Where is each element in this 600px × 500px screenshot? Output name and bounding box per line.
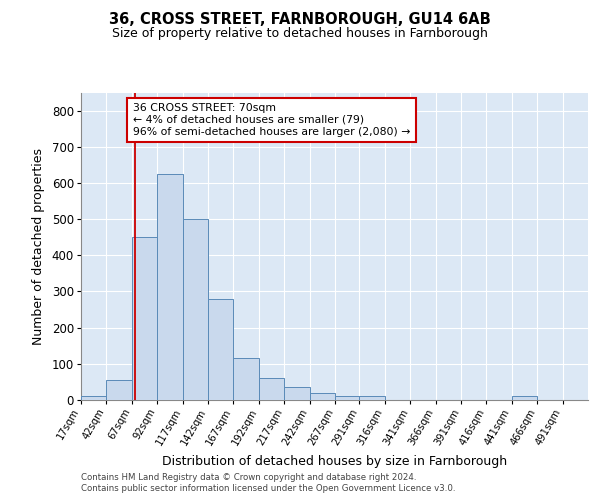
Bar (233, 358, 259, 400)
Y-axis label: Number of detached properties: Number of detached properties (32, 148, 45, 345)
Bar (335, 396, 361, 400)
Text: Contains HM Land Registry data © Crown copyright and database right 2024.: Contains HM Land Registry data © Crown c… (81, 472, 416, 482)
Bar (132, 237, 157, 400)
Bar (310, 393, 335, 400)
Bar (182, 219, 208, 400)
Bar (208, 298, 233, 400)
Bar (259, 378, 284, 400)
Text: Contains public sector information licensed under the Open Government Licence v3: Contains public sector information licen… (81, 484, 455, 493)
Bar (106, 380, 132, 400)
Bar (81, 396, 106, 400)
Bar (284, 388, 310, 400)
Bar (157, 174, 182, 400)
Text: 36 CROSS STREET: 70sqm
← 4% of detached houses are smaller (79)
96% of semi-deta: 36 CROSS STREET: 70sqm ← 4% of detached … (133, 104, 410, 136)
Bar (512, 396, 537, 400)
X-axis label: Distribution of detached houses by size in Farnborough: Distribution of detached houses by size … (162, 455, 507, 468)
Text: 36, CROSS STREET, FARNBOROUGH, GU14 6AB: 36, CROSS STREET, FARNBOROUGH, GU14 6AB (109, 12, 491, 28)
Bar (359, 396, 385, 400)
Text: Size of property relative to detached houses in Farnborough: Size of property relative to detached ho… (112, 28, 488, 40)
